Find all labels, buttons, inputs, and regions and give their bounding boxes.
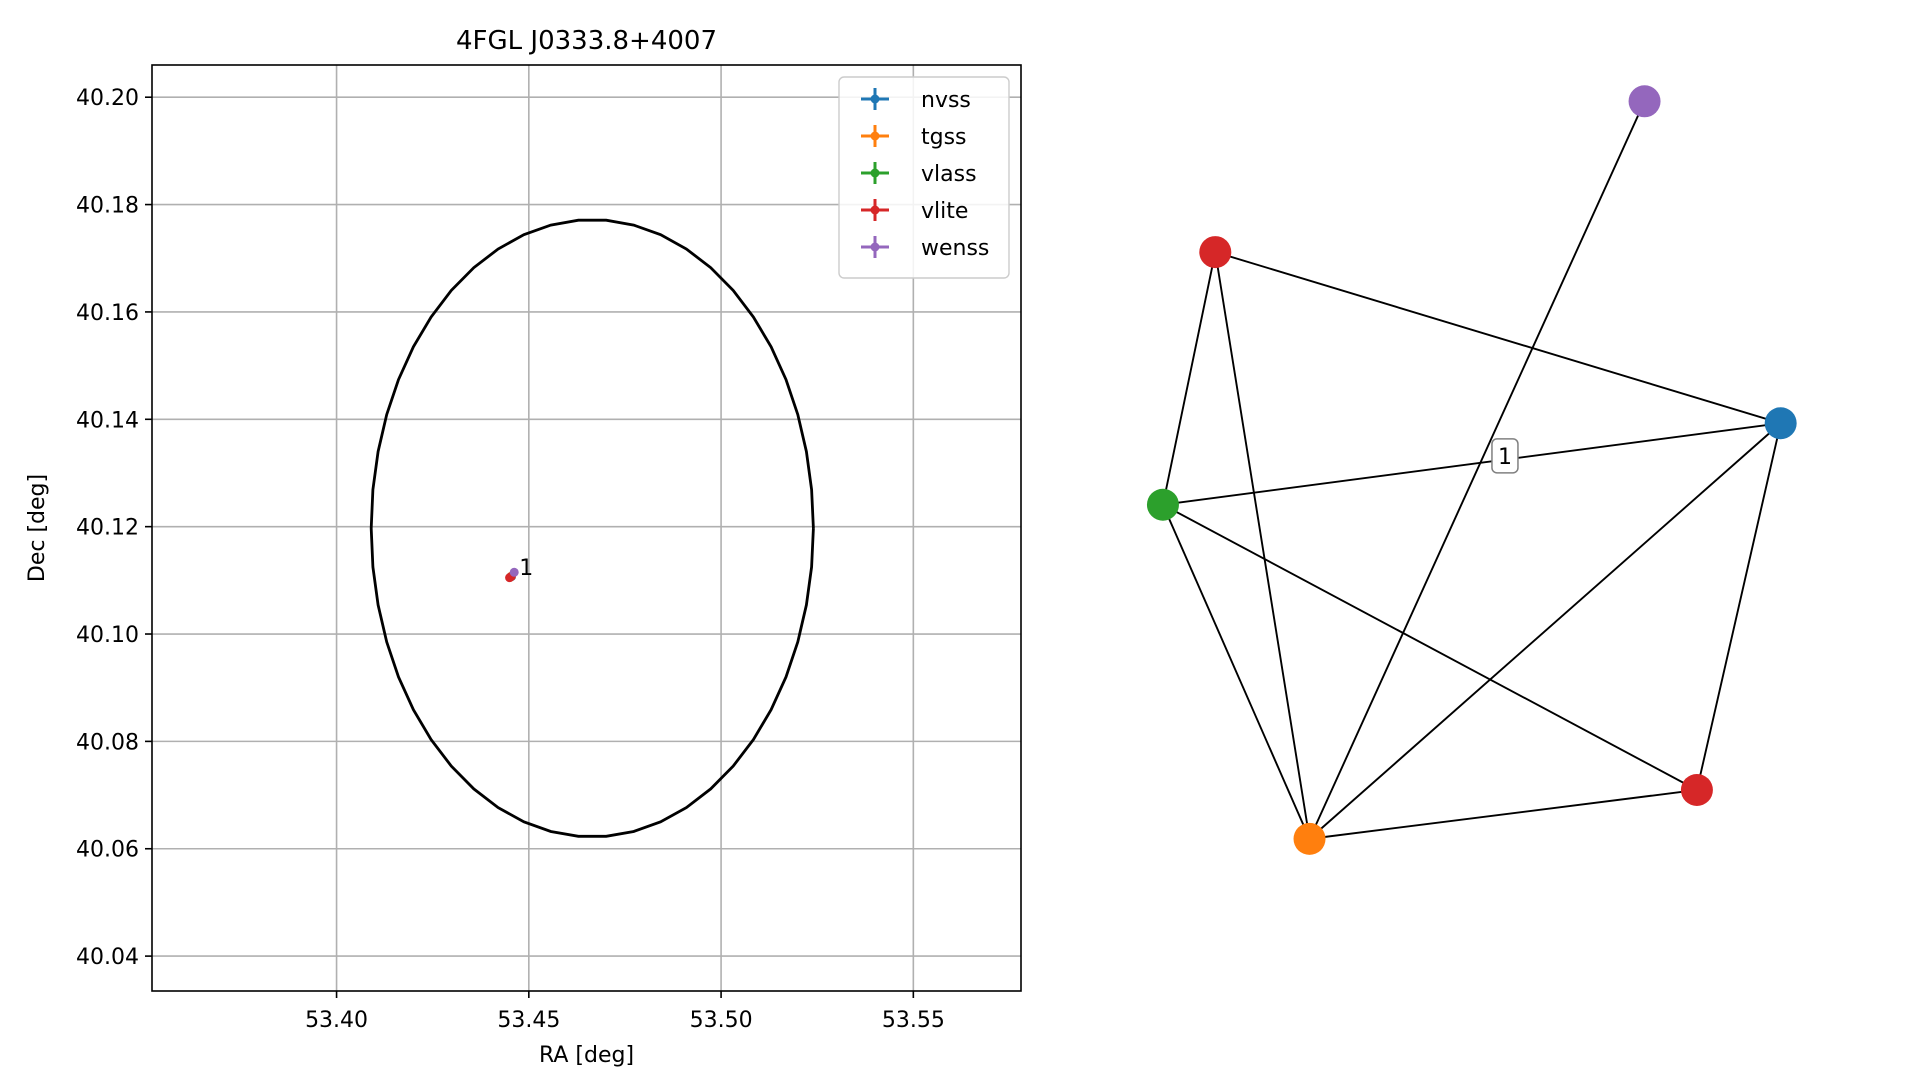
graph-edge <box>1162 504 1311 840</box>
legend-box <box>838 76 1010 279</box>
graph-edge <box>1162 503 1698 791</box>
legend-marker-dot <box>870 131 880 141</box>
graph-edge <box>1309 789 1698 840</box>
y-tick-label: 40.16 <box>76 301 139 326</box>
graph-node-tgss <box>1293 822 1326 855</box>
y-axis-label: Dec [deg] <box>25 474 50 582</box>
graph-node-wenss <box>1628 85 1661 118</box>
y-tick-label: 40.14 <box>76 408 139 433</box>
legend: nvss tgss vlass vlite wenss <box>838 76 1010 279</box>
legend-label-vlite: vlite <box>921 199 968 224</box>
x-axis-label: RA [deg] <box>539 1043 634 1068</box>
x-tick-label: 53.40 <box>305 1008 368 1033</box>
sky-plot-panel: 1 53.40 53.45 53.50 53.55 40.0440.0640.0840… <box>25 26 1022 1068</box>
x-ticks: 53.40 53.45 53.50 53.55 <box>305 991 945 1033</box>
data-point-wenss <box>509 567 519 577</box>
legend-marker-dot <box>870 168 880 178</box>
graph-edge <box>1214 251 1311 840</box>
network-graph-panel: 1 <box>1146 85 1797 855</box>
graph-edge <box>1215 251 1781 425</box>
point-annotation: 1 <box>519 556 533 581</box>
graph-edge <box>1308 100 1646 840</box>
legend-marker-dot <box>870 242 880 252</box>
graph-edge <box>1695 423 1782 791</box>
graph-nodes <box>1146 85 1797 855</box>
x-tick-label: 53.50 <box>690 1008 753 1033</box>
graph-node-vlite_b <box>1680 773 1713 806</box>
y-tick-label: 40.06 <box>76 838 139 863</box>
legend-label-nvss: nvss <box>921 88 971 113</box>
x-tick-label: 53.55 <box>882 1008 945 1033</box>
chart-title: 4FGL J0333.8+4007 <box>456 26 717 56</box>
graph-node-vlass <box>1146 488 1179 521</box>
y-tick-label: 40.20 <box>76 86 139 111</box>
legend-marker-dot <box>870 94 880 104</box>
legend-label-wenss: wenss <box>921 236 989 261</box>
plot-frame <box>151 64 1022 992</box>
legend-label-tgss: tgss <box>921 125 967 150</box>
graph-edge <box>1308 422 1782 840</box>
x-tick-label: 53.45 <box>497 1008 560 1033</box>
y-tick-label: 40.10 <box>76 623 139 648</box>
graph-edge <box>1162 422 1781 506</box>
y-tick-label: 40.08 <box>76 730 139 755</box>
y-ticks: 40.04 40.06 40.08 40.10 40.12 40.14 40.16 40.18… <box>76 86 152 970</box>
y-tick-label: 40.12 <box>76 516 139 541</box>
graph-edges <box>1162 100 1782 840</box>
source-points <box>505 567 519 583</box>
y-tick-label: 40.18 <box>76 194 139 219</box>
edge-label-text: 1 <box>1498 445 1512 470</box>
grid <box>152 65 1021 991</box>
graph-node-vlite_a <box>1199 236 1232 269</box>
graph-edge <box>1162 251 1217 505</box>
localization-ellipse <box>369 218 815 838</box>
edge-label: 1 <box>1491 438 1519 474</box>
edge-label-box <box>1491 438 1519 474</box>
y-tick-label: 40.04 <box>76 945 139 970</box>
localization-ellipse-group <box>369 218 815 838</box>
legend-marker-dot <box>870 205 880 215</box>
legend-label-vlass: vlass <box>921 162 977 187</box>
annotations: 1 <box>519 556 533 581</box>
graph-node-nvss <box>1764 407 1797 440</box>
